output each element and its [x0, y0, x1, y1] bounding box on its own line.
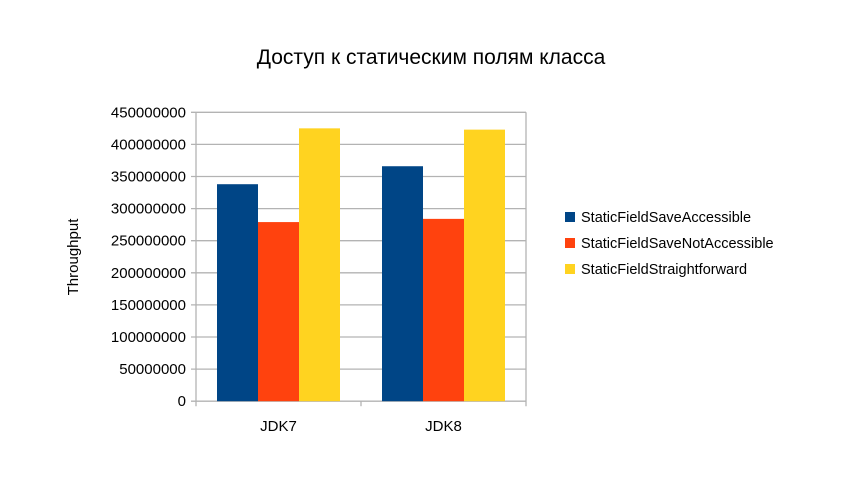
- y-tick-label: 300000000: [111, 201, 186, 218]
- chart-title: Доступ к статическим полям класса: [257, 46, 606, 69]
- bar-jdk8-2: [423, 218, 464, 402]
- y-tick-label: 450000000: [111, 104, 186, 121]
- bar-jdk7-3: [299, 128, 340, 402]
- legend-swatch: [565, 212, 575, 222]
- y-tick-label: 400000000: [111, 136, 186, 153]
- y-tick-label: 150000000: [111, 297, 186, 314]
- y-tick-label: 0: [178, 393, 186, 410]
- legend-label: StaticFieldStraightforward: [581, 262, 747, 278]
- bar-jdk7-2: [258, 222, 299, 402]
- bar-jdk8-1: [382, 166, 423, 402]
- y-tick-label: 200000000: [111, 265, 186, 282]
- legend-swatch: [565, 238, 575, 248]
- bar-jdk7-1: [217, 184, 258, 402]
- y-axis-label: Throughput: [65, 218, 82, 296]
- y-tick-label: 50000000: [119, 361, 186, 378]
- legend-swatch: [565, 264, 575, 274]
- y-tick-label: 100000000: [111, 329, 186, 346]
- y-tick-label: 350000000: [111, 169, 186, 186]
- legend-label: StaticFieldSaveNotAccessible: [581, 236, 774, 252]
- bar-jdk8-3: [464, 129, 505, 402]
- legend-label: StaticFieldSaveAccessible: [581, 210, 751, 226]
- y-tick-label: 250000000: [111, 233, 186, 250]
- x-tick-label: JDK8: [425, 418, 462, 435]
- x-tick-label: JDK7: [260, 418, 297, 435]
